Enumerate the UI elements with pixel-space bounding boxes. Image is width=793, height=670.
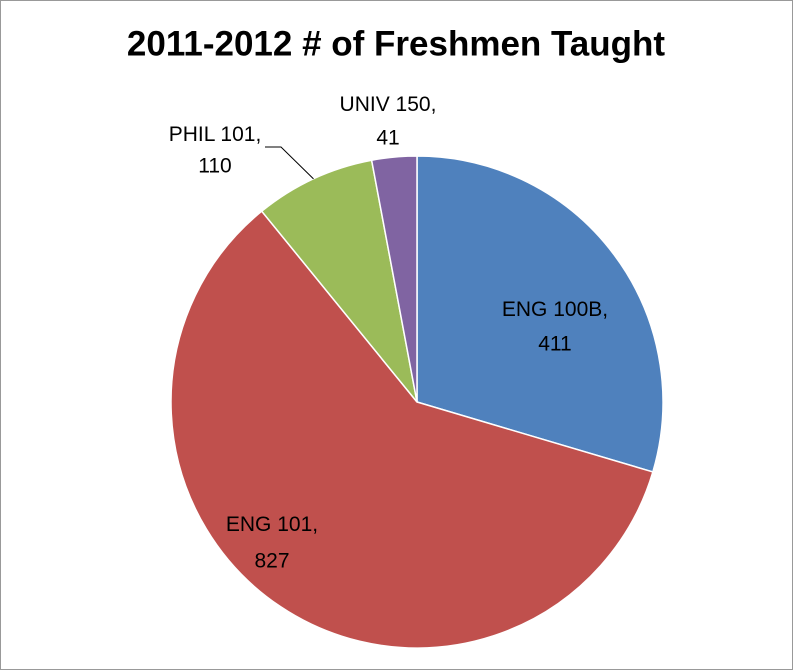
slice-category: ENG 101 [226, 513, 312, 536]
label-separator: , [431, 93, 437, 116]
slice-label: PHIL 101, [169, 123, 262, 146]
slice-category: ENG 100B [502, 298, 602, 321]
pie-slice [416, 155, 664, 473]
data-labels: ENG 100B, 411 ENG 101, 827 PHIL 101, 110 UNIV … [169, 93, 608, 573]
slice-label: UNIV 150, [340, 93, 437, 116]
slice-value: 41 [376, 127, 399, 150]
slice-value: 827 [254, 550, 289, 573]
pie-slice [170, 210, 654, 649]
slice-value: 110 [198, 155, 231, 178]
pie-slice [260, 159, 418, 403]
slice-label: ENG 101, [226, 513, 318, 536]
pie-slice [370, 155, 418, 403]
label-separator: , [255, 123, 261, 146]
pie [170, 155, 664, 649]
slice-category: UNIV 150 [340, 93, 431, 116]
label-separator: , [602, 298, 608, 321]
slice-category: PHIL 101 [169, 123, 256, 146]
label-separator: , [312, 513, 318, 536]
leader-line [265, 146, 314, 180]
chart-title: 2011-2012 # of Freshmen Taught [127, 24, 666, 63]
slice-value: 411 [538, 333, 571, 356]
slice-label: ENG 100B, [502, 298, 608, 321]
